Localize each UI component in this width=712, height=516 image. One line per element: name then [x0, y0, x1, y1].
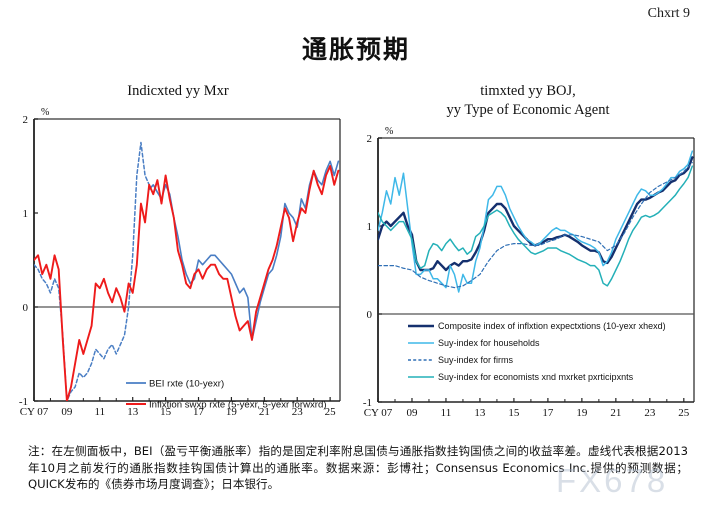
svg-text:0: 0	[367, 309, 373, 321]
svg-text:2: 2	[367, 133, 373, 145]
watermark: FX678	[556, 462, 669, 499]
svg-text:13: 13	[474, 407, 486, 419]
svg-text:-1: -1	[19, 396, 28, 408]
svg-text:1: 1	[367, 221, 373, 233]
svg-text:23: 23	[292, 406, 304, 418]
svg-text:09: 09	[406, 407, 418, 419]
panel-left-title: Indicxted yy Mxr	[127, 83, 229, 99]
right-chart-svg: -1 0 1 2% CY 07 09 11 13 15 17 19 21 23 25 Composite i…	[363, 126, 695, 419]
svg-text:15: 15	[508, 407, 519, 419]
svg-text:19: 19	[226, 406, 238, 418]
svg-text:Inflxtion swxp rxte (5-yexr, 5: Inflxtion swxp rxte (5-yexr, 5-yexr forw…	[149, 399, 327, 410]
panel-right-title-2: yy Type of Economic Agent	[446, 102, 610, 118]
svg-text:13: 13	[127, 406, 139, 418]
svg-text:25: 25	[325, 406, 337, 418]
footnote: 注：在左侧面板中，BEI（盈亏平衡通胀率）指的是固定利率附息国债与通胀指数挂钩国…	[28, 444, 688, 491]
svg-text:%: %	[41, 107, 49, 118]
svg-text:%: %	[385, 126, 393, 137]
panel-right: timxted yy BOJ, yy Type of Economic Agen…	[352, 82, 704, 428]
svg-text:Suy-index for economists xnd m: Suy-index for economists xnd mxrket pxrt…	[438, 372, 634, 382]
svg-text:BEI rxte (10-yexr): BEI rxte (10-yexr)	[149, 378, 224, 389]
svg-text:19: 19	[576, 407, 588, 419]
svg-text:2: 2	[23, 114, 29, 126]
svg-text:23: 23	[644, 407, 656, 419]
svg-text:0: 0	[23, 302, 29, 314]
svg-text:25: 25	[678, 407, 690, 419]
svg-text:17: 17	[542, 407, 554, 419]
svg-text:21: 21	[610, 407, 621, 419]
svg-text:11: 11	[95, 406, 106, 418]
svg-text:CY 07: CY 07	[20, 406, 49, 418]
svg-text:Suy-index for households: Suy-index for households	[438, 338, 540, 348]
panel-right-title-1: timxted yy BOJ,	[480, 83, 576, 99]
svg-text:17: 17	[193, 406, 205, 418]
chart-number: Chxrt 9	[647, 6, 690, 21]
svg-text:-1: -1	[363, 397, 372, 409]
svg-text:15: 15	[160, 406, 172, 418]
svg-text:1: 1	[23, 208, 29, 220]
svg-text:CY 07: CY 07	[364, 407, 393, 419]
svg-text:Composite index of inflxtion e: Composite index of inflxtion expectxtion…	[438, 321, 666, 331]
panel-left-plot: -1 0 1 2% CY 07 09 11 13 15 17 19 21 23 25 BEI rxte (1…	[8, 107, 348, 427]
svg-text:Suy-index for firms: Suy-index for firms	[438, 355, 514, 365]
svg-text:09: 09	[61, 406, 73, 418]
panel-right-plot: -1 0 1 2% CY 07 09 11 13 15 17 19 21 23 25 Composite i…	[352, 126, 704, 428]
left-chart-svg: -1 0 1 2% CY 07 09 11 13 15 17 19 21 23 25 BEI rxte (1…	[19, 107, 341, 418]
panel-left: Indicxted yy Mxr -1 0 1 2% CY 07 09 11 13 15 17 19…	[8, 82, 348, 427]
svg-text:11: 11	[441, 407, 452, 419]
page-title: 通胀预期	[301, 35, 410, 64]
svg-text:21: 21	[259, 406, 270, 418]
